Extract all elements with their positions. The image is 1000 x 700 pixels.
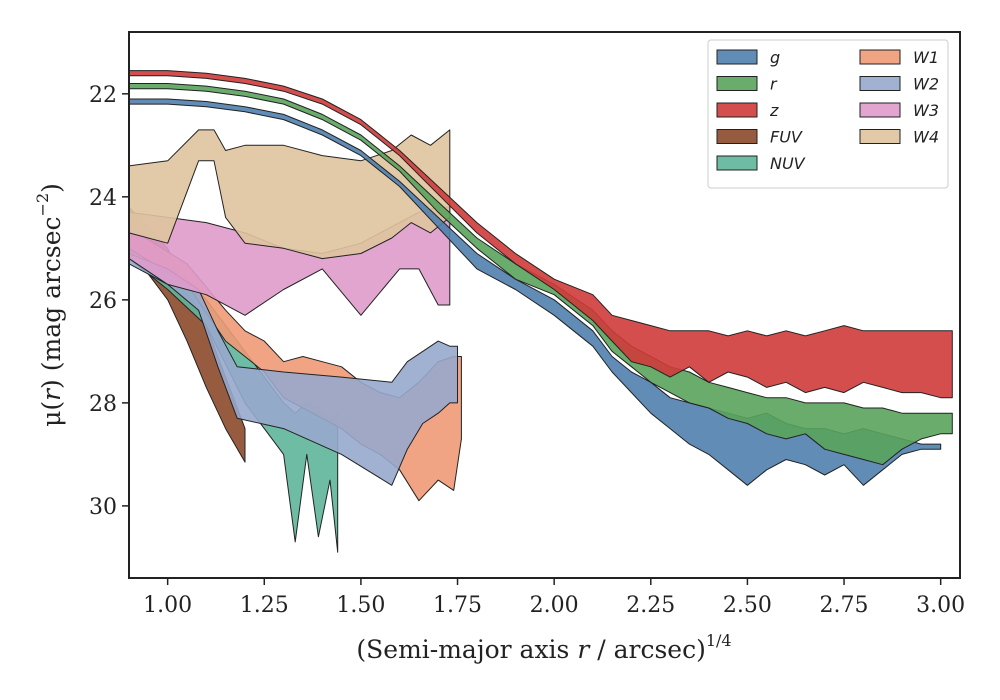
legend-item-z: z [716, 101, 779, 120]
legend-label: FUV [770, 128, 803, 147]
y-axis-label-exp: −2 [33, 193, 52, 217]
legend-label: W1 [913, 48, 939, 67]
legend-swatch [859, 76, 901, 91]
legend-item-nuv: NUV [716, 154, 806, 173]
legend-item-w2: W2 [859, 75, 939, 94]
y-axis-label-close: ) [37, 183, 66, 193]
x-axis-label-text: (Semi-major axis [356, 635, 577, 664]
legend-item-w4: W4 [859, 128, 939, 147]
y-tick-label: 24 [89, 186, 117, 211]
legend-swatch [716, 76, 758, 91]
y-axis-label-units: ) (mag arcsec [37, 216, 66, 389]
y-tick-label: 28 [89, 392, 117, 417]
y-axis-label: μ(r) (mag arcsec−2) [33, 183, 66, 427]
legend-item-w1: W1 [859, 48, 939, 67]
x-axis-label-var: r [577, 635, 591, 664]
band-w2 [128, 253, 458, 486]
x-axis-label-units: / arcsec) [589, 635, 706, 664]
y-axis: 22 24 26 28 30 [89, 83, 129, 520]
y-tick-label: 30 [89, 495, 117, 520]
legend-label: r [770, 75, 778, 94]
band-z [128, 70, 953, 399]
x-tick-label: 1.75 [433, 593, 482, 618]
legend-swatch [716, 129, 758, 144]
legend-swatch [859, 102, 901, 118]
legend-item-g: g [716, 48, 780, 67]
bands-layer [128, 70, 953, 553]
legend-label: z [769, 101, 779, 120]
x-axis-label: (Semi-major axis r / arcsec)1/4 [356, 631, 731, 664]
x-tick-label: 1.00 [143, 593, 192, 618]
plot-frame [128, 31, 961, 579]
legend-label: W4 [913, 128, 939, 147]
legend-swatch [859, 129, 901, 144]
legend-item-w3: W3 [859, 101, 939, 120]
x-axis-label-exp: 1/4 [706, 631, 732, 650]
legend-swatch [716, 49, 758, 65]
legend-swatch [716, 155, 758, 171]
x-tick-label: 1.25 [240, 593, 289, 618]
x-tick-label: 3.00 [916, 593, 965, 618]
legend-label: W2 [913, 75, 939, 94]
legend-label: NUV [770, 154, 806, 173]
y-tick-label: 26 [89, 289, 117, 314]
x-tick-label: 2.00 [530, 593, 579, 618]
band-g [128, 98, 942, 486]
y-tick-label: 22 [89, 83, 117, 108]
legend-item-fuv: FUV [716, 128, 803, 147]
legend-swatch [859, 49, 901, 65]
legend-label: W3 [913, 101, 939, 120]
x-tick-label: 2.25 [626, 593, 675, 618]
legend-label: g [770, 48, 780, 67]
x-tick-label: 1.50 [336, 593, 385, 618]
legend: grz FUV NUV W1 W2 W3 W4 [707, 39, 949, 189]
legend-swatch [716, 102, 758, 118]
x-tick-label: 2.50 [723, 593, 772, 618]
y-axis-label-prefix: μ( [37, 401, 66, 427]
y-axis-label-var: r [37, 387, 66, 401]
x-axis: 1.00 1.25 1.50 1.75 2.00 2.25 2.50 2.75 3.00 [143, 578, 965, 618]
legend-item-r: r [716, 75, 778, 94]
x-tick-label: 2.75 [820, 593, 869, 618]
